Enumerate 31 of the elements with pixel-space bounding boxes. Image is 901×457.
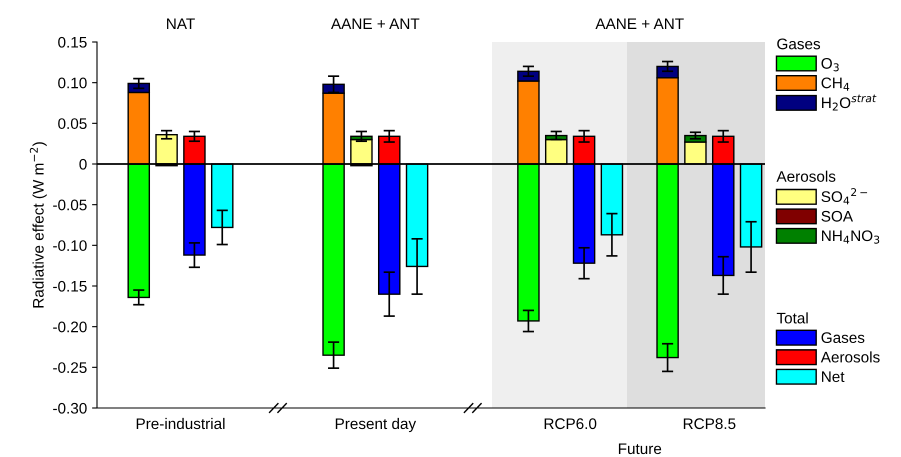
legend-label: Aerosols [820,351,880,363]
legend-label: Gases [822,332,864,344]
legend-label: H$_{2}$O$^{strat}$ [822,94,876,110]
y-tick-label: 0.15 [58,36,87,48]
y-axis-title: Radiative effect (W m$^{−2}$) [30,142,47,308]
text: AANE + ANT [595,18,684,29]
y-tick-label: -0.25 [53,362,87,374]
text: Pre-industrial [136,418,224,430]
y-tick-label: -0.10 [53,240,87,252]
legend-label: SO$_{4}$$^{2−}$ [821,188,868,204]
text: Present day [336,418,416,432]
y-tick-label: -0.05 [53,200,87,210]
text: RCP6.0 [544,418,596,430]
y-tick-label: -0.20 [53,322,87,332]
text: AANE + ANT [331,18,420,29]
y-tick-label: 0.05 [58,118,87,130]
legend-label: NH$_{4}$NO$_{3}$ [822,230,880,244]
text: Gases [777,38,820,50]
legend-label: Net [822,371,844,382]
text: NAT [167,18,195,29]
y-tick-label: -0.30 [53,402,87,414]
text: RCP8.5 [684,418,736,430]
text: Aerosols [776,170,836,182]
y-tick-label: 0.10 [58,78,87,88]
legend-label: SOA [821,210,854,222]
text: Total [776,312,808,324]
legend-label: O$_{3}$ [821,58,839,72]
y-tick-label: -0.15 [53,280,87,292]
text: Future [618,443,662,454]
legend-label: CH$_{4}$ [822,78,850,91]
y-tick-label: 0 [79,158,87,170]
